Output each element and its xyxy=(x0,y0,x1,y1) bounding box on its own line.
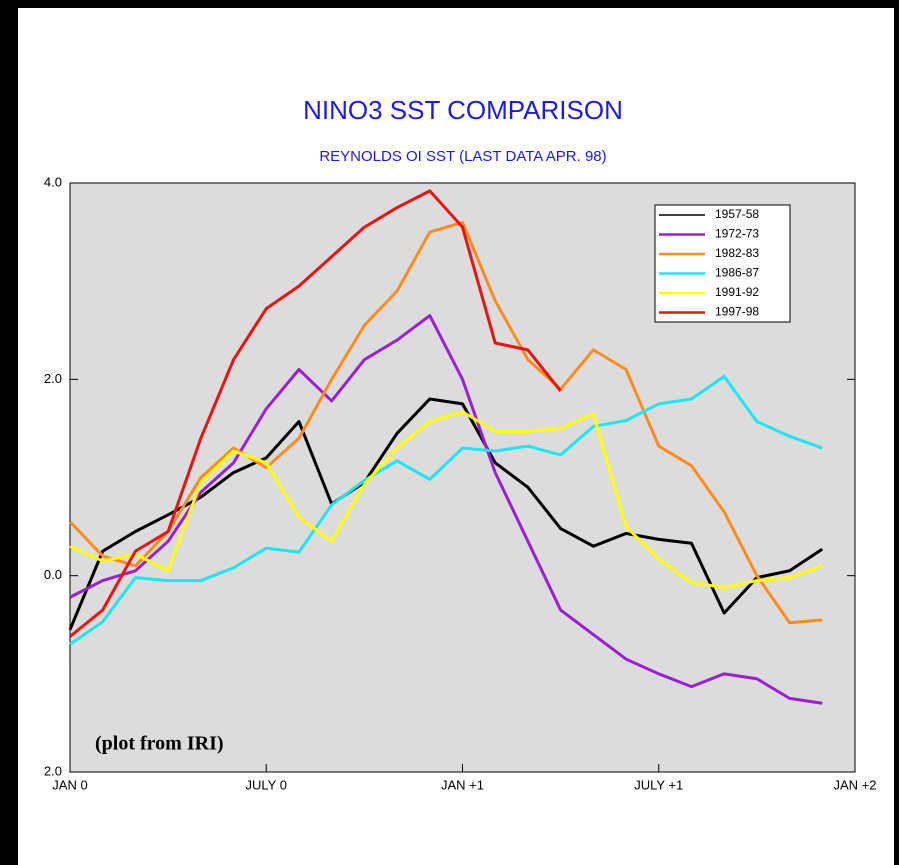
annotation: (plot from IRI) xyxy=(95,733,224,755)
legend-label: 1972-73 xyxy=(715,227,759,241)
series-line xyxy=(69,410,823,589)
frame-top xyxy=(0,0,899,8)
series-line xyxy=(69,189,562,638)
series-line xyxy=(69,374,823,646)
chart-subtitle: REYNOLDS OI SST (LAST DATA APR. 98) xyxy=(319,148,606,165)
legend-label: 1997-98 xyxy=(715,305,759,319)
legend-label: 1991-92 xyxy=(715,285,759,299)
legend-label: 1982-83 xyxy=(715,246,759,260)
x-tick-label: JAN +1 xyxy=(441,777,484,792)
legend-box xyxy=(654,204,791,323)
y-tick-label: 2.0 xyxy=(44,763,62,778)
y-tick-label: 0.0 xyxy=(44,567,62,582)
frame-right xyxy=(894,0,899,865)
legend-label: 1957-58 xyxy=(715,207,759,221)
x-tick-label: JULY 0 xyxy=(246,777,287,792)
x-tick-label: JAN 0 xyxy=(52,777,87,792)
series-line xyxy=(68,220,823,625)
x-tick-label: JULY +1 xyxy=(634,777,683,792)
legend-label: 1986-87 xyxy=(715,266,759,280)
chart-title: NINO3 SST COMPARISON xyxy=(303,95,623,125)
frame-left xyxy=(0,0,18,865)
y-tick-label: 2.0 xyxy=(44,371,62,386)
x-tick-label: JAN +2 xyxy=(834,777,877,792)
y-tick-label: 4.0 xyxy=(44,174,62,189)
